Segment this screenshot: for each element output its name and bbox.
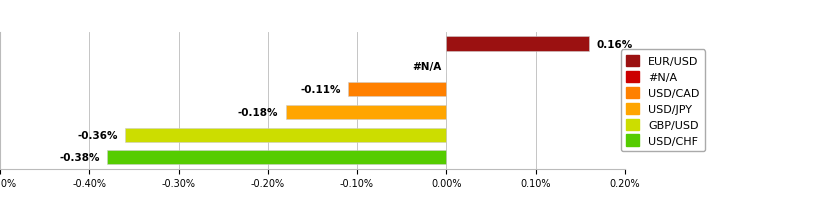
Text: 0.16%: 0.16% [595, 39, 631, 49]
Text: -0.11%: -0.11% [300, 85, 341, 95]
Text: -0.38%: -0.38% [60, 153, 100, 163]
Bar [347, 83, 446, 97]
Text: -0.36%: -0.36% [77, 130, 118, 140]
Legend: EUR/USD, #N/A, USD/CAD, USD/JPY, GBP/USD, USD/CHF: EUR/USD, #N/A, USD/CAD, USD/JPY, GBP/USD… [620, 50, 704, 152]
Bar [285, 105, 446, 119]
Bar [446, 37, 588, 51]
Bar [107, 151, 446, 165]
Text: #N/A: #N/A [412, 62, 441, 72]
Text: Benchmark Currency Rates - Daily Gainers & Losers: Benchmark Currency Rates - Daily Gainers… [216, 10, 603, 23]
Bar [124, 128, 446, 142]
Text: -0.18%: -0.18% [238, 107, 278, 117]
